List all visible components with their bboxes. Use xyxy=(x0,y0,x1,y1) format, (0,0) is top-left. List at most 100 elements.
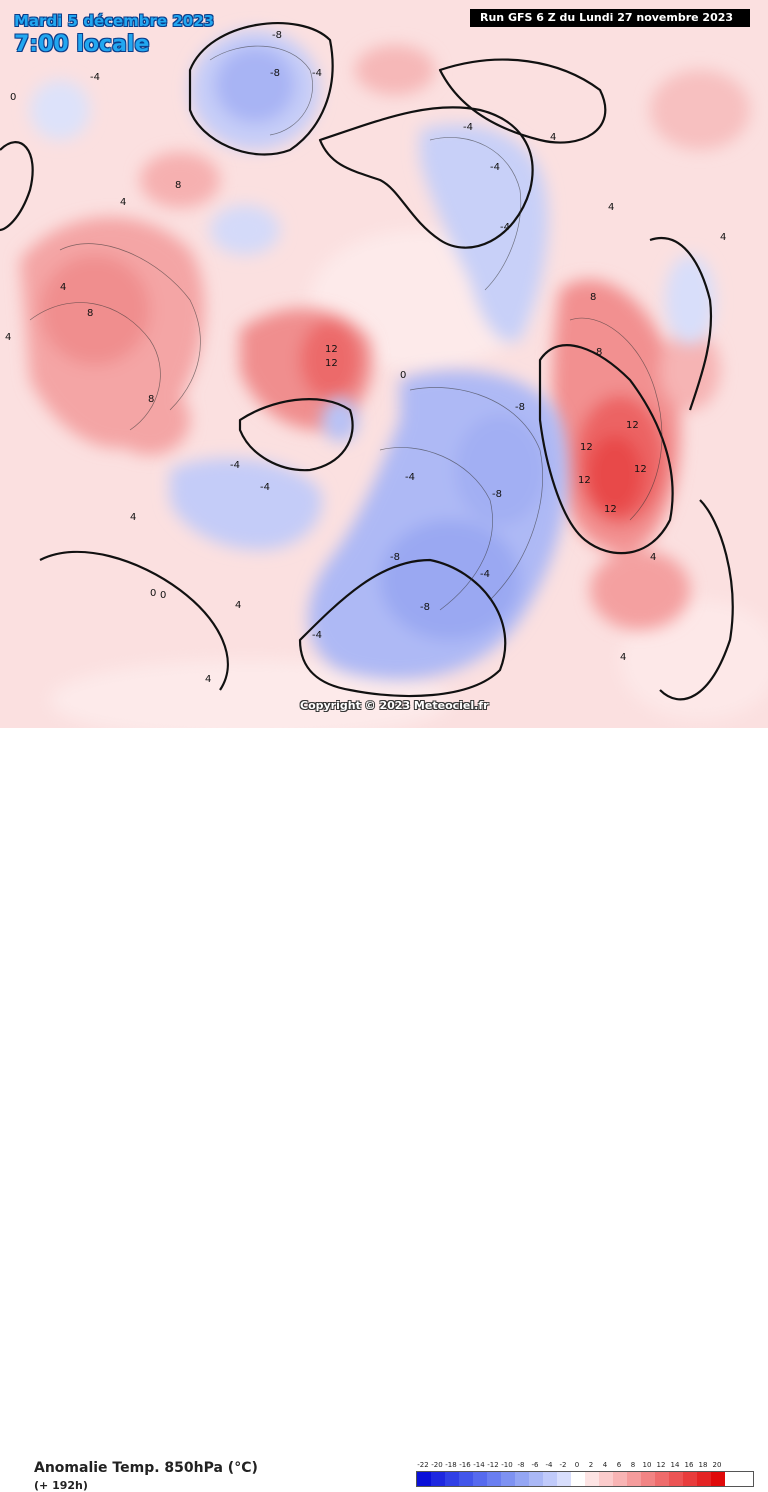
map-value-label: 8 xyxy=(175,180,181,191)
map-value-label: 4 xyxy=(550,132,556,143)
legend-swatch xyxy=(641,1472,655,1486)
legend-label: -6 xyxy=(531,1461,539,1469)
map-value-label: 12 xyxy=(626,420,639,431)
legend-label: 6 xyxy=(616,1461,622,1469)
map-value-label: 8 xyxy=(590,292,596,303)
legend-swatch xyxy=(669,1472,683,1486)
map-value-label: -4 xyxy=(230,460,240,471)
legend-labels: -22 -20 -18 -16 -14 -12 -10 -8 -6 -4 -2 0 2 4 6 8 10 12 14… xyxy=(416,1461,752,1469)
legend-bar xyxy=(416,1471,754,1487)
legend-swatch xyxy=(487,1472,501,1486)
forecast-time: 7:00 locale xyxy=(14,32,150,57)
legend-label: 10 xyxy=(642,1461,652,1469)
map-value-label: -4 xyxy=(312,68,322,79)
legend-swatch xyxy=(473,1472,487,1486)
color-legend: -22 -20 -18 -16 -14 -12 -10 -8 -6 -4 -2 0 2 4 6 8 10 12 14… xyxy=(416,1461,754,1487)
legend-swatch xyxy=(515,1472,529,1486)
legend-label: 14 xyxy=(670,1461,680,1469)
legend-swatch xyxy=(683,1472,697,1486)
legend-label: -16 xyxy=(459,1461,471,1469)
copyright: Copyright © 2023 Meteociel.fr xyxy=(300,699,489,712)
legend-label: -12 xyxy=(487,1461,499,1469)
legend-label: -10 xyxy=(501,1461,513,1469)
map-value-label: 4 xyxy=(60,282,66,293)
legend-label: 18 xyxy=(698,1461,708,1469)
lead-time: (+ 192h) xyxy=(34,1479,88,1492)
map-value-label: -4 xyxy=(90,72,100,83)
map-value-label: 8 xyxy=(596,347,602,358)
legend-swatch xyxy=(431,1472,445,1486)
legend-swatch xyxy=(529,1472,543,1486)
legend-swatch xyxy=(543,1472,557,1486)
map-value-label: 4 xyxy=(205,674,211,685)
map-value-label: 4 xyxy=(235,600,241,611)
map-value-label: 8 xyxy=(87,308,93,319)
map-value-label: -4 xyxy=(500,222,510,233)
legend-swatch xyxy=(599,1472,613,1486)
legend-swatch xyxy=(627,1472,641,1486)
map-value-label: 8 xyxy=(148,394,154,405)
legend-label: 20 xyxy=(712,1461,722,1469)
map-value-label: 0 xyxy=(400,370,406,381)
legend-swatch xyxy=(571,1472,585,1486)
map-value-label: 0 xyxy=(160,590,166,601)
legend-label: 8 xyxy=(630,1461,636,1469)
legend-swatch xyxy=(459,1472,473,1486)
map-value-label: -8 xyxy=(515,402,525,413)
legend-label: -2 xyxy=(559,1461,567,1469)
map-value-label: 0 xyxy=(150,588,156,599)
map-value-label: 4 xyxy=(620,652,626,663)
map-value-label: 4 xyxy=(650,552,656,563)
legend-swatch xyxy=(655,1472,669,1486)
map-value-label: -4 xyxy=(405,472,415,483)
map-value-label: -4 xyxy=(480,569,490,580)
map-value-label: -8 xyxy=(492,489,502,500)
legend-label: -20 xyxy=(431,1461,443,1469)
map-value-label: -4 xyxy=(312,630,322,641)
coastlines xyxy=(0,22,734,701)
legend-swatch xyxy=(501,1472,515,1486)
map-value-label: -4 xyxy=(490,162,500,173)
legend-label: 2 xyxy=(588,1461,594,1469)
legend-label: 16 xyxy=(684,1461,694,1469)
parameter-title: Anomalie Temp. 850hPa (°C) xyxy=(34,1460,258,1476)
map-value-label: 12 xyxy=(325,358,338,369)
legend-label: 12 xyxy=(656,1461,666,1469)
legend-label: -8 xyxy=(517,1461,525,1469)
run-info: Run GFS 6 Z du Lundi 27 novembre 2023 xyxy=(470,9,750,27)
map-value-label: 4 xyxy=(720,232,726,243)
legend-swatch xyxy=(711,1472,725,1486)
map-value-label: -4 xyxy=(463,122,473,133)
map-value-label: 12 xyxy=(634,464,647,475)
legend-label: -14 xyxy=(473,1461,485,1469)
map-value-label: 12 xyxy=(580,442,593,453)
anomaly-warm-areas xyxy=(20,45,750,630)
legend-swatch xyxy=(417,1472,431,1486)
map-value-label: -8 xyxy=(272,30,282,41)
legend-label: 0 xyxy=(574,1461,580,1469)
map-value-label: -8 xyxy=(270,68,280,79)
map-value-label: 4 xyxy=(5,332,11,343)
contour-lines xyxy=(29,45,663,611)
map-value-label: 4 xyxy=(120,197,126,208)
anomaly-cold-areas xyxy=(30,30,715,680)
legend-label: -4 xyxy=(545,1461,553,1469)
map-value-label: 12 xyxy=(325,344,338,355)
footer: Anomalie Temp. 850hPa (°C) (+ 192h) -2 2 -… xyxy=(0,728,768,1492)
forecast-date: Mardi 5 décembre 2023 xyxy=(14,12,215,30)
map-value-label: 12 xyxy=(578,475,591,486)
map-value-label: 4 xyxy=(130,512,136,523)
map-value-label: -8 xyxy=(420,602,430,613)
legend-label: 4 xyxy=(602,1461,608,1469)
legend-swatch xyxy=(445,1472,459,1486)
map-value-label: -4 xyxy=(260,482,270,493)
map-value-labels: -8 -8 -4 -4 -4 -4 4 4 4 8 8 8 4 4 12 12 0 -4 -4 -4 -8 -8 -8 -8 -… xyxy=(5,30,726,685)
legend-swatch xyxy=(697,1472,711,1486)
map-value-label: -8 xyxy=(390,552,400,563)
legend-swatch xyxy=(613,1472,627,1486)
map-value-label: 0 xyxy=(10,92,16,103)
map-value-label: 12 xyxy=(604,504,617,515)
legend-swatch xyxy=(557,1472,571,1486)
temperature-anomaly-map: -8 -8 -4 -4 -4 -4 4 4 4 8 8 8 4 4 12 12 0 -4 -4 -4 -8 -8 -8 -8 -… xyxy=(0,0,768,728)
legend-label: -18 xyxy=(445,1461,457,1469)
